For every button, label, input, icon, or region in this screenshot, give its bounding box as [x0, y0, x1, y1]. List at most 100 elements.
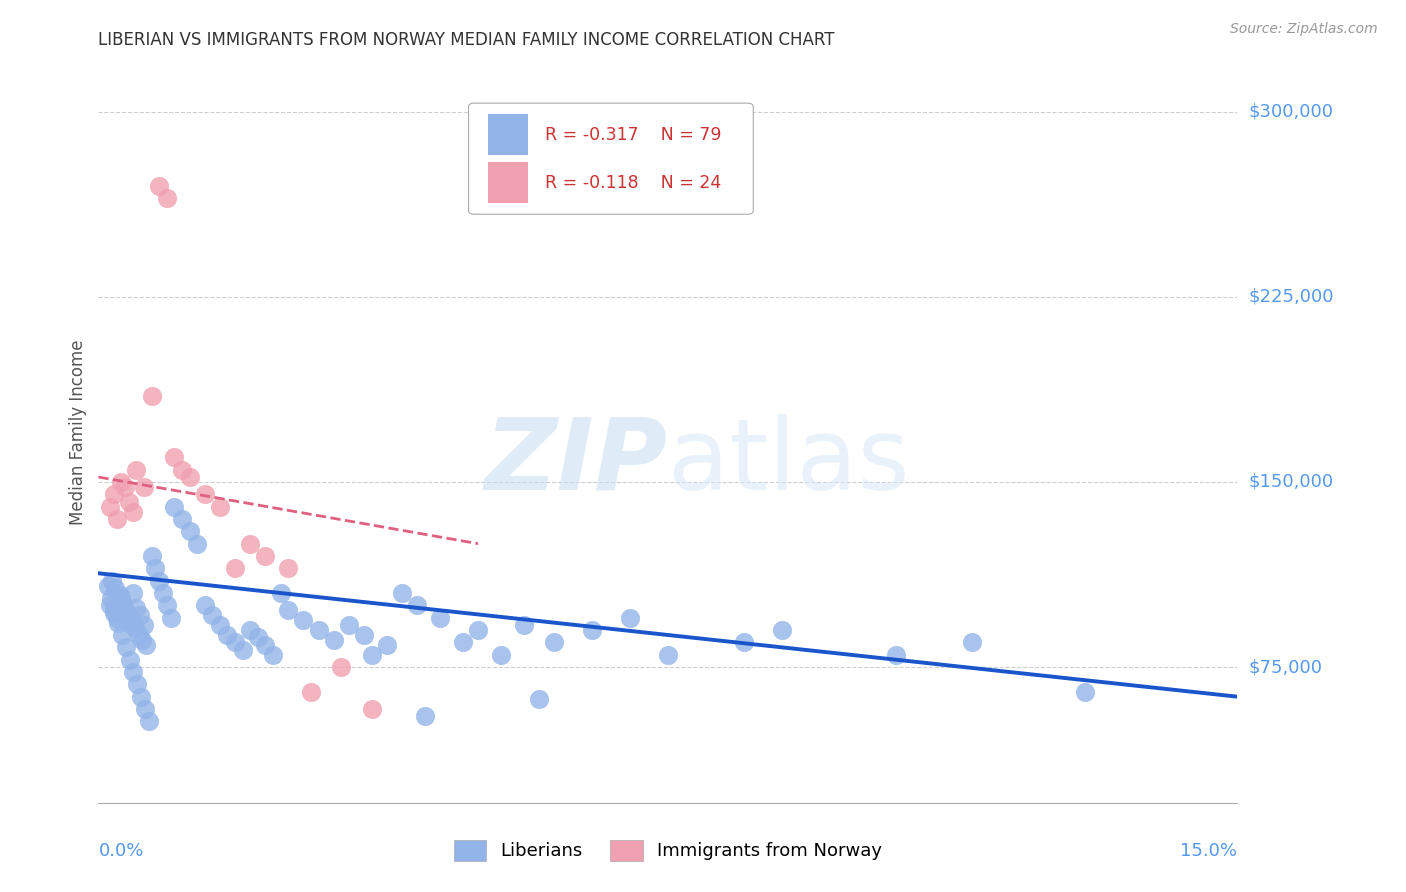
Point [353, 628, 375, 642]
Point [619, 610, 641, 624]
Point [101, 574, 124, 588]
Point [114, 480, 136, 494]
Bar [488, 114, 527, 155]
Point [141, 389, 163, 403]
Point [121, 586, 143, 600]
Text: 0.0%: 0.0% [98, 842, 143, 860]
Point [337, 618, 360, 632]
Y-axis label: Median Family Income: Median Family Income [69, 340, 87, 525]
Point [451, 635, 474, 649]
Text: $300,000: $300,000 [1249, 103, 1333, 120]
Point [127, 677, 149, 691]
Point [262, 648, 284, 662]
Point [118, 494, 141, 508]
Point [156, 599, 179, 613]
Point [120, 613, 142, 627]
Point [128, 628, 150, 642]
Point [330, 660, 353, 674]
Point [156, 191, 179, 205]
Point [111, 628, 134, 642]
Point [159, 610, 181, 624]
Point [112, 599, 135, 613]
Point [145, 561, 167, 575]
Point [543, 635, 565, 649]
Point [179, 524, 201, 539]
Point [135, 638, 157, 652]
Point [194, 487, 217, 501]
Point [170, 512, 193, 526]
Point [254, 549, 277, 563]
Point [148, 574, 170, 588]
Point [104, 581, 127, 595]
Point [360, 702, 382, 716]
Point [770, 623, 793, 637]
Point [406, 599, 429, 613]
Point [141, 549, 163, 563]
Text: Source: ZipAtlas.com: Source: ZipAtlas.com [1230, 22, 1378, 37]
Point [299, 685, 322, 699]
Point [733, 635, 755, 649]
Point [152, 586, 174, 600]
Point [114, 640, 136, 655]
Point [163, 450, 186, 465]
Point [124, 621, 146, 635]
Text: LIBERIAN VS IMMIGRANTS FROM NORWAY MEDIAN FAMILY INCOME CORRELATION CHART: LIBERIAN VS IMMIGRANTS FROM NORWAY MEDIA… [98, 31, 835, 49]
Point [322, 632, 344, 647]
Point [103, 606, 125, 620]
Point [467, 623, 489, 637]
Text: ZIP: ZIP [485, 414, 668, 511]
Text: $225,000: $225,000 [1249, 288, 1334, 306]
Point [108, 589, 131, 603]
Point [217, 628, 239, 642]
Bar [488, 162, 527, 203]
Point [125, 600, 148, 615]
Point [292, 613, 315, 627]
Point [138, 714, 160, 729]
Point [194, 599, 217, 613]
Point [148, 178, 170, 193]
Point [391, 586, 413, 600]
Point [254, 638, 277, 652]
Point [121, 505, 143, 519]
Point [170, 462, 193, 476]
Text: $150,000: $150,000 [1249, 473, 1333, 491]
Point [429, 610, 451, 624]
Point [1074, 685, 1097, 699]
Point [960, 635, 983, 649]
Point [308, 623, 330, 637]
Point [527, 692, 550, 706]
Point [122, 665, 145, 679]
Point [232, 642, 254, 657]
Point [657, 648, 679, 662]
Point [489, 648, 512, 662]
Point [96, 579, 118, 593]
Point [129, 690, 152, 704]
Point [270, 586, 292, 600]
Point [277, 561, 299, 575]
Point [277, 603, 299, 617]
Point [201, 608, 224, 623]
Point [98, 500, 121, 514]
Point [581, 623, 603, 637]
Point [125, 462, 148, 476]
Point [512, 618, 534, 632]
Point [98, 599, 121, 613]
Point [118, 653, 141, 667]
Point [110, 475, 132, 489]
Point [100, 591, 122, 605]
Point [132, 480, 155, 494]
Point [208, 500, 231, 514]
Point [163, 500, 186, 514]
Point [884, 648, 907, 662]
Point [103, 603, 125, 617]
Point [107, 610, 129, 624]
Point [107, 615, 129, 630]
Point [131, 632, 153, 647]
Point [360, 648, 382, 662]
Point [114, 603, 136, 617]
Point [239, 623, 262, 637]
Text: R = -0.317    N = 79: R = -0.317 N = 79 [546, 126, 721, 144]
Point [117, 606, 139, 620]
Point [132, 618, 155, 632]
Point [134, 702, 156, 716]
